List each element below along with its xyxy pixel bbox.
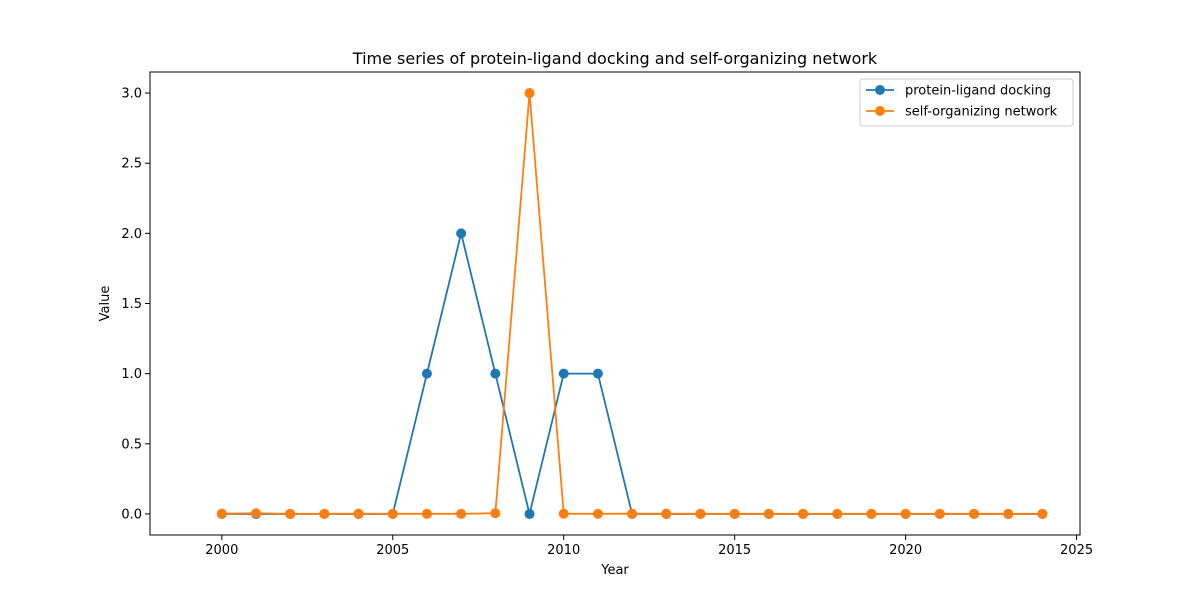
plot-layer — [216, 88, 1048, 519]
x-tick-label: 2000 — [205, 543, 238, 558]
legend-box — [859, 78, 1074, 127]
series-1-point — [558, 368, 569, 379]
series-2-point — [729, 508, 740, 519]
x-tick-label: 2005 — [376, 543, 409, 558]
series-2-point — [558, 508, 569, 519]
y-tick-label: 3.0 — [121, 87, 142, 102]
legend-entry-label: self-organizing network — [905, 105, 1058, 120]
series-2-point — [387, 508, 398, 519]
series-2-point — [1003, 508, 1014, 519]
y-tick-label: 2.5 — [121, 157, 142, 172]
series-2-point — [969, 508, 980, 519]
x-tick-label: 2020 — [889, 543, 922, 558]
series-1-point — [490, 368, 501, 379]
series-2-point — [353, 508, 364, 519]
x-axis: 2000 2005 2010 2015 2020 2025 — [205, 535, 1093, 558]
series-2-point — [319, 508, 330, 519]
series-2-point — [490, 508, 501, 519]
x-tick-label: 2010 — [547, 543, 580, 558]
chart-title: Time series of protein-ligand docking an… — [352, 49, 878, 68]
series-2-point — [216, 508, 227, 519]
y-tick-label: 0.0 — [121, 507, 142, 522]
y-tick-label: 0.5 — [121, 437, 142, 452]
legend-entry-label: protein-ligand docking — [905, 84, 1051, 99]
series-1-point — [592, 368, 603, 379]
series-2-point — [763, 508, 774, 519]
series-2-point — [900, 508, 911, 519]
series-2-point — [627, 508, 638, 519]
legend-swatch-marker — [875, 85, 885, 95]
y-tick-label: 1.0 — [121, 367, 142, 382]
series-1-point — [524, 508, 535, 519]
legend: protein-ligand docking self-organizing ne… — [859, 78, 1074, 127]
y-axis-label: Value — [98, 286, 113, 322]
series-2-point — [798, 508, 809, 519]
x-tick-label: 2015 — [718, 543, 751, 558]
legend-swatch-marker — [875, 106, 885, 116]
series-2-point — [661, 508, 672, 519]
series-2-point — [832, 508, 843, 519]
series-1-point — [421, 368, 432, 379]
series-2-point — [1037, 508, 1048, 519]
x-tick-label: 2025 — [1060, 543, 1093, 558]
series-2-point — [934, 508, 945, 519]
series-2-point — [592, 508, 603, 519]
series-2-point — [250, 508, 261, 519]
series-2-point — [524, 88, 535, 99]
y-axis: 0.0 0.5 1.0 1.5 2.0 2.5 3.0 — [121, 87, 150, 522]
series-2-point — [421, 508, 432, 519]
series-2-point — [695, 508, 706, 519]
series-2-point — [866, 508, 877, 519]
series-2-point — [456, 508, 467, 519]
y-tick-label: 1.5 — [121, 297, 142, 312]
y-tick-label: 2.0 — [121, 227, 142, 242]
series-2-point — [285, 508, 296, 519]
series-1-point — [456, 228, 467, 239]
x-axis-label: Year — [600, 563, 629, 578]
